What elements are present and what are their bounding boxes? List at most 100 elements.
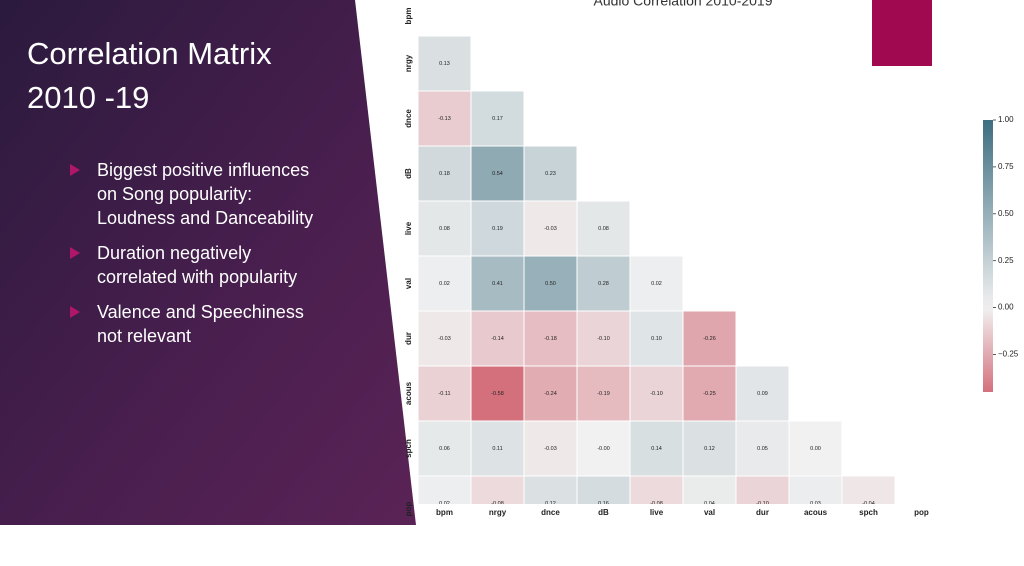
- cell-label: 0.02: [651, 281, 662, 287]
- cell-label: 0.50: [545, 281, 556, 287]
- cell: [417, 255, 472, 312]
- colorbar-tick-label: 0.50: [998, 209, 1014, 218]
- slide-title: Correlation Matrix 2010 -19: [27, 32, 272, 120]
- x-tick-label: live: [650, 508, 664, 517]
- bullet-list: Biggest positive influences on Song popu…: [70, 158, 330, 359]
- cell-label: -0.18: [544, 336, 557, 342]
- cell-label: 0.02: [439, 281, 450, 287]
- bullet: Duration negatively correlated with popu…: [70, 241, 330, 289]
- heatmap: 0.13 -0.13 0.17 0.18 0.54 0.23 0.08 0.19 -0.03 0.…: [417, 35, 896, 507]
- cell-label: 0.17: [492, 116, 503, 122]
- cell-label: -0.08: [650, 501, 663, 507]
- cell: [470, 200, 525, 257]
- cell: [470, 145, 525, 202]
- cell: [523, 200, 578, 257]
- x-tick-label: bpm: [436, 508, 453, 517]
- cell-label: 0.54: [492, 171, 503, 177]
- colorbar-tick-label: −0.25: [998, 350, 1019, 359]
- cell: [841, 475, 896, 504]
- cell: [417, 475, 472, 504]
- cell-label: 0.02: [439, 501, 450, 507]
- cell: [576, 200, 631, 257]
- title-line: Correlation Matrix: [27, 36, 272, 71]
- cell-label: 0.08: [439, 226, 450, 232]
- cell-label: -0.10: [650, 391, 663, 397]
- cell: [417, 365, 472, 422]
- cell: [417, 145, 472, 202]
- y-tick-label: dB: [404, 168, 413, 179]
- cell: [629, 255, 684, 312]
- cell: [629, 365, 684, 422]
- x-tick-label: dur: [756, 508, 769, 517]
- colorbar-tick-label: 0.75: [998, 162, 1014, 171]
- cell-label: -0.24: [544, 391, 557, 397]
- y-tick-label: pop: [404, 502, 413, 517]
- cell-label: -0.13: [438, 116, 451, 122]
- x-tick-label: dB: [598, 508, 609, 517]
- cell: [788, 475, 843, 504]
- cell-label: -0.10: [597, 336, 610, 342]
- y-tick-label: spch: [404, 439, 413, 458]
- cell: [470, 255, 525, 312]
- cell: [735, 420, 790, 477]
- cell-label: -0.25: [703, 391, 716, 397]
- bullet: Valence and Speechiness not relevant: [70, 300, 330, 348]
- cell-label: 0.12: [545, 501, 556, 507]
- cell-label: 0.03: [810, 501, 821, 507]
- y-tick-label: bpm: [404, 8, 413, 25]
- colorbar-tick-label: 0.25: [998, 256, 1014, 265]
- x-tick-label: pop: [914, 508, 929, 517]
- accent-block: [872, 0, 932, 66]
- cell-label: 0.19: [492, 226, 503, 232]
- y-tick-label: nrgy: [404, 54, 413, 72]
- cell-label: 0.12: [704, 446, 715, 452]
- title-line: 2010 -19: [27, 80, 150, 115]
- x-tick-label: spch: [859, 508, 878, 517]
- x-tick-label: acous: [804, 508, 828, 517]
- cell-label: 0.04: [704, 501, 715, 507]
- cell-label: -0.08: [491, 501, 504, 507]
- cell-label: 0.09: [757, 391, 768, 397]
- x-tick-label: val: [704, 508, 715, 517]
- slide-background: [0, 0, 416, 525]
- cell: [682, 420, 737, 477]
- cell-label: 0.00: [810, 446, 821, 452]
- y-tick-label: dnce: [404, 109, 413, 128]
- cell: [682, 310, 737, 367]
- cell-label: -0.26: [703, 336, 716, 342]
- cell-label: -0.03: [544, 226, 557, 232]
- cell: [788, 420, 843, 477]
- cell: [735, 475, 790, 504]
- cell: [523, 475, 578, 504]
- cell-label: 0.11: [492, 446, 502, 452]
- y-tick-label: dur: [404, 332, 413, 345]
- cell-label: 0.05: [757, 446, 768, 452]
- x-tick-label: dnce: [541, 508, 560, 517]
- cell-label: 0.13: [439, 61, 450, 67]
- cell: [470, 90, 525, 147]
- chart-title: Audio Correlation 2010-2019: [593, 0, 772, 9]
- cell-label: -0.10: [756, 501, 769, 507]
- cell: [682, 365, 737, 422]
- cell-label: -0.03: [544, 446, 557, 452]
- cell: [682, 475, 737, 504]
- cell: [523, 255, 578, 312]
- x-tick-label: nrgy: [489, 508, 507, 517]
- cell-label: 0.41: [492, 281, 503, 287]
- cell: [576, 310, 631, 367]
- cell: [470, 310, 525, 367]
- cell: [523, 145, 578, 202]
- colorbar-tick-label: 0.00: [998, 303, 1014, 312]
- cell-label: 0.28: [598, 281, 609, 287]
- y-tick-label: live: [404, 221, 413, 235]
- cell-label: 0.10: [651, 336, 662, 342]
- cell: [523, 310, 578, 367]
- cell: [576, 475, 631, 504]
- purple-panel: [0, 0, 416, 525]
- cell-label: 0.06: [439, 446, 450, 452]
- colorbar: [983, 120, 993, 392]
- cell-label: -0.03: [438, 336, 451, 342]
- y-tick-label: val: [404, 278, 413, 289]
- cell: [735, 365, 790, 422]
